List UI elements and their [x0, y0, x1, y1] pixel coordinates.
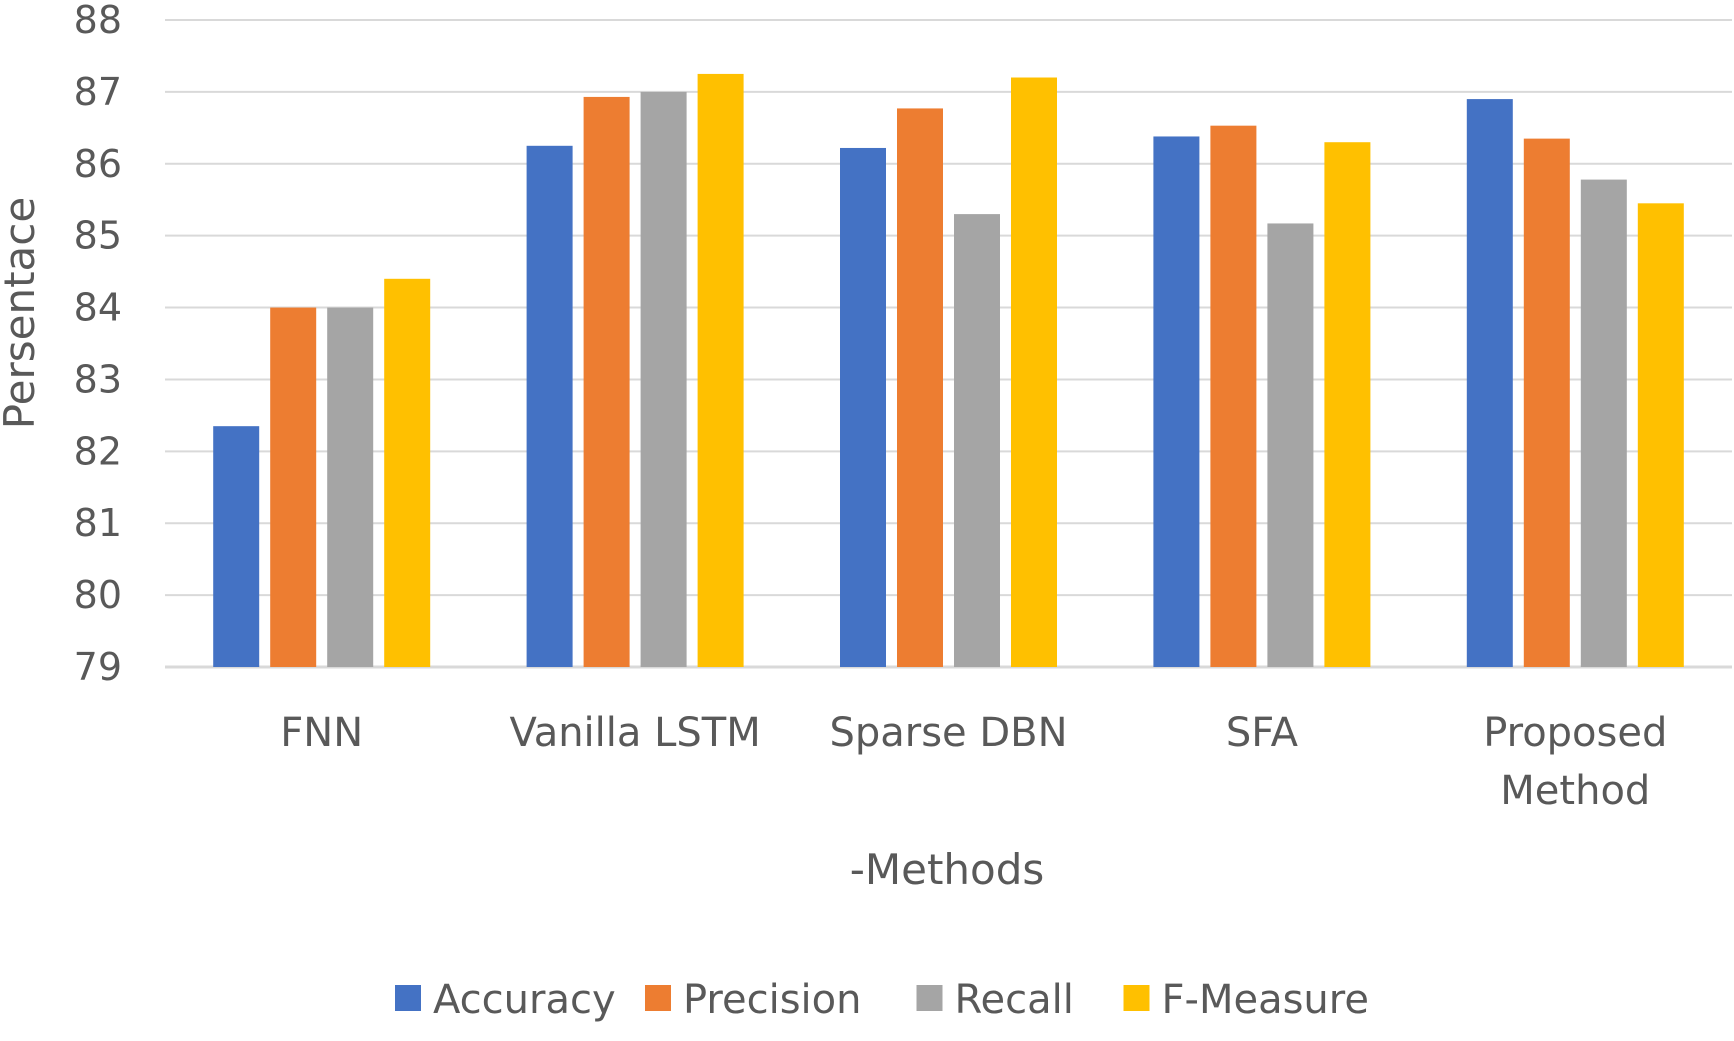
bar-precision	[583, 96, 630, 667]
y-tick-label: 80	[74, 573, 122, 617]
y-tick-label: 87	[74, 70, 122, 114]
bar-precision	[1523, 138, 1570, 667]
y-tick-label: 88	[74, 0, 122, 42]
y-tick-label: 84	[74, 286, 122, 330]
legend-swatch-accuracy	[395, 985, 421, 1011]
bar-f-measure	[697, 73, 744, 667]
bar-f-measure	[384, 278, 431, 667]
y-tick-label: 83	[74, 357, 122, 401]
bar-f-measure	[1011, 77, 1057, 667]
legend-swatch-precision	[645, 985, 671, 1011]
x-axis-categories: FNN Vanilla LSTM Sparse DBN SFA Proposed Meth…	[280, 710, 1667, 814]
legend-label-f-measure: F-Measure	[1162, 977, 1369, 1023]
x-category-label: Sparse DBN	[829, 710, 1067, 756]
bar-precision	[1210, 125, 1257, 668]
y-tick-label: 81	[74, 501, 122, 545]
y-axis-title: Persentace	[0, 197, 44, 429]
y-tick-label: 85	[74, 214, 122, 258]
x-axis-title: -Methods	[850, 845, 1045, 894]
bar-recall	[640, 91, 687, 667]
bar-accuracy	[526, 145, 573, 668]
y-tick-label: 82	[74, 429, 122, 473]
x-category-label: Proposed Method	[1483, 710, 1667, 814]
legend-label-recall: Recall	[955, 977, 1074, 1023]
bar-recall	[1267, 223, 1314, 667]
bar-recall	[1580, 179, 1627, 668]
bar-accuracy	[213, 426, 260, 667]
x-category-label: SFA	[1226, 710, 1299, 756]
bar-f-measure	[1324, 142, 1371, 667]
bar-accuracy	[840, 147, 886, 667]
bar-accuracy	[1153, 136, 1200, 667]
bar-f-measure	[1637, 203, 1684, 668]
bar-precision	[270, 307, 317, 667]
x-category-label: FNN	[280, 710, 363, 756]
bars	[213, 73, 1684, 668]
legend-swatch-recall	[916, 985, 943, 1011]
y-axis-ticks: 79 80 81 82 83 84 85 86 87 88	[74, 0, 122, 689]
legend-label-accuracy: Accuracy	[433, 977, 616, 1023]
legend: Accuracy Precision Recall F-Measure	[395, 977, 1369, 1023]
legend-label-precision: Precision	[683, 977, 861, 1023]
legend-swatch-f-measure	[1123, 985, 1150, 1011]
x-category-label: Vanilla LSTM	[509, 710, 760, 756]
bar-accuracy	[1466, 99, 1513, 668]
bar-recall	[327, 307, 374, 667]
bar-recall	[954, 214, 1000, 667]
y-tick-label: 79	[74, 645, 122, 689]
bar-precision	[897, 108, 943, 667]
y-tick-label: 86	[74, 142, 122, 186]
